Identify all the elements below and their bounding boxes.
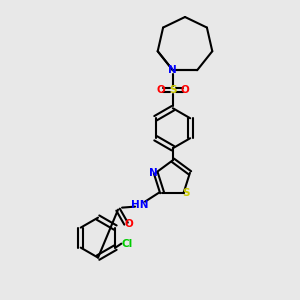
Text: O: O [157,85,165,95]
Text: N: N [149,168,158,178]
Text: O: O [181,85,189,95]
Text: S: S [169,85,177,95]
Text: S: S [182,188,189,198]
Text: HN: HN [131,200,149,210]
Text: O: O [125,219,134,229]
Text: N: N [169,65,177,75]
Text: Cl: Cl [122,238,133,249]
